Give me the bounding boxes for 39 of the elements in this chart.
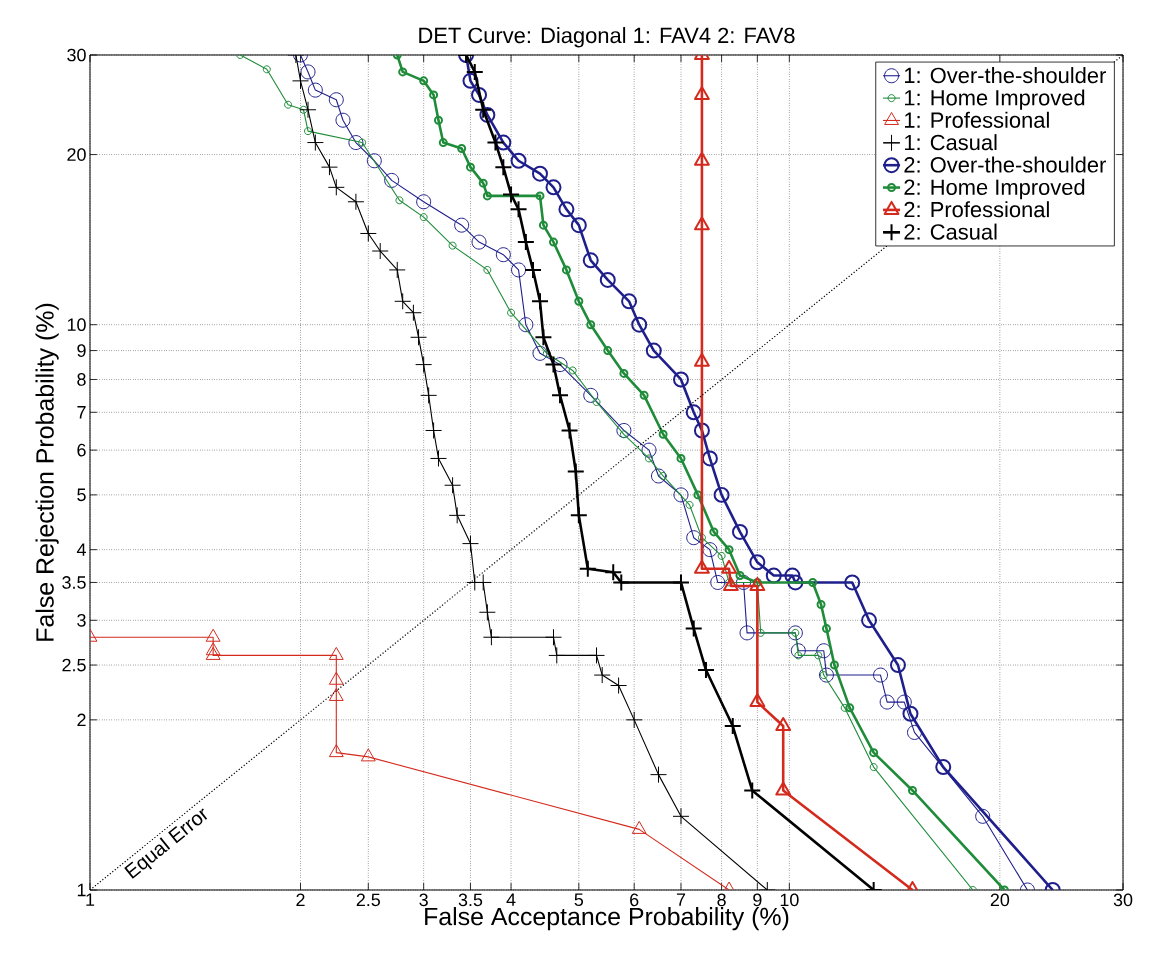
x-tick-label: 2.5	[356, 893, 381, 907]
legend-label: 2: Over-the-shoulder	[904, 156, 1106, 173]
legend-label: 1: Casual	[905, 134, 997, 151]
x-tick-label: 6	[630, 893, 639, 907]
y-tick-label: 20	[67, 148, 86, 161]
y-tick-label: 30	[67, 48, 86, 62]
legend-label: 2: Home Improved	[904, 178, 1085, 200]
x-axis-title: False Acceptance Probability (%)	[425, 907, 789, 931]
x-tick-label: 20	[990, 893, 1010, 907]
y-tick-label: 1	[77, 883, 86, 897]
legend-label: 1: Home Improved	[905, 89, 1085, 110]
chart-title: DET Curve: Diagonal 1: FAV4 2: FAV8	[419, 27, 795, 48]
y-tick-label: 4	[76, 543, 86, 556]
x-tick-label: 3.5	[458, 893, 483, 907]
y-tick-label: 2	[77, 713, 86, 727]
y-tick-label: 9	[77, 344, 86, 357]
x-tick-label: 3	[419, 893, 428, 907]
legend-label: 2: Casual	[904, 223, 997, 240]
y-axis-title: False Rejection Probability (%)	[35, 303, 59, 641]
y-tick-label: 8	[77, 373, 86, 386]
x-tick-label: 8	[717, 893, 726, 907]
y-tick-label: 7	[77, 406, 86, 419]
x-tick-label: 7	[676, 893, 686, 906]
x-tick-label: 1	[86, 893, 95, 906]
legend-label: 1: Over-the-shoulder	[905, 67, 1106, 84]
y-tick-label: 2.5	[62, 658, 86, 672]
x-tick-label: 9	[753, 893, 762, 907]
y-tick-label: 6	[77, 443, 86, 457]
x-tick-label: 2	[296, 893, 305, 907]
x-tick-label: 10	[780, 893, 799, 907]
x-tick-label: 5	[574, 893, 584, 907]
legend-label: 1: Professional	[905, 111, 1049, 128]
y-tick-label: 3.5	[62, 576, 86, 589]
x-tick-label: 30	[1113, 893, 1133, 907]
y-tick-label: 5	[77, 488, 86, 502]
y-tick-label: 3	[77, 613, 86, 627]
x-tick-label: 4	[506, 893, 516, 906]
y-tick-label: 10	[67, 318, 86, 332]
legend-label: 2: Professional	[904, 201, 1049, 218]
